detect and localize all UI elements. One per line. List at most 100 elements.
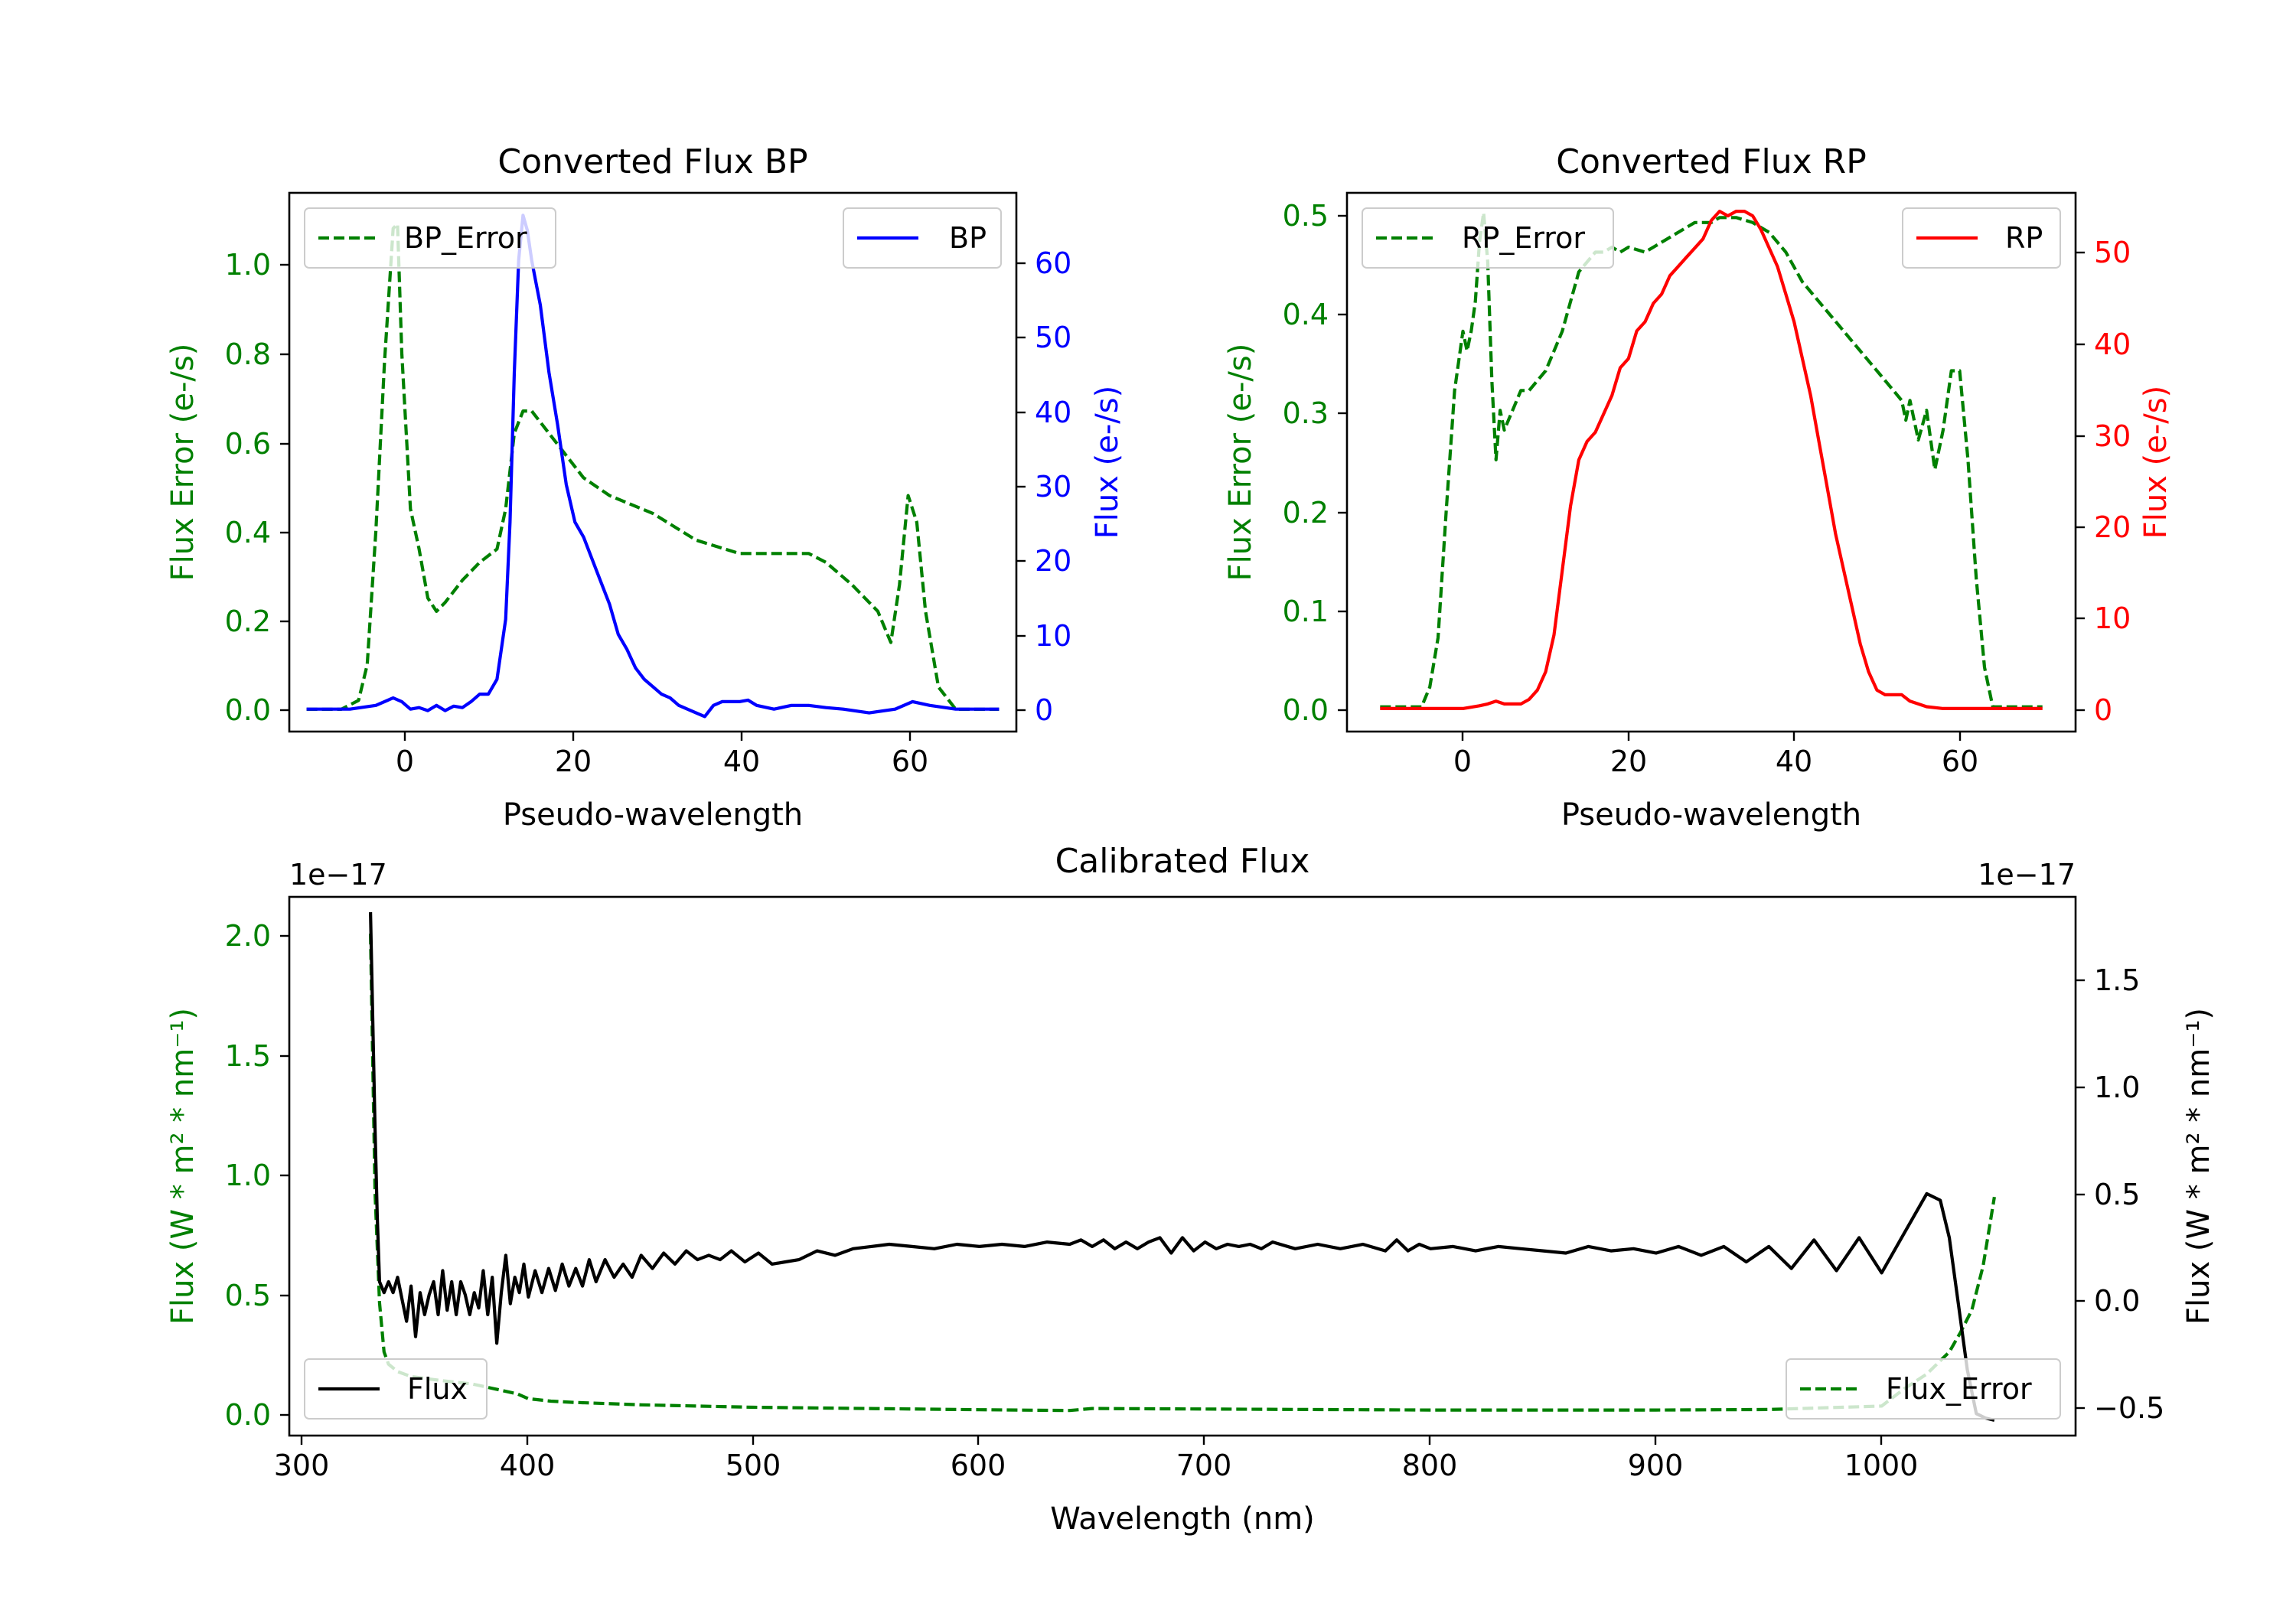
bp-series-group	[306, 214, 1000, 719]
bp-right-ticks: 0 10 20 30 40 50 60	[1016, 246, 1071, 727]
bp-left-ticks: 0.0 0.2 0.4 0.6 0.8 1.0	[225, 248, 289, 727]
cal-error-legend: Flux_Error	[1786, 1358, 2061, 1420]
cal-error-line	[369, 934, 1996, 1413]
legend-box	[1362, 207, 1614, 269]
cal-right-axis-label: Flux (W * m² * nm⁻¹)	[2181, 1008, 2216, 1325]
rp-x-ticks: 0 20 40 60	[1453, 732, 1978, 778]
bp-xtick-label: 20	[555, 745, 592, 778]
cal-rtick-label: 0.0	[2094, 1284, 2140, 1318]
bp-flux-line	[306, 214, 1000, 719]
legend-label: BP	[949, 221, 987, 255]
rp-series-group	[1380, 210, 2043, 710]
bp-xtick-label: 40	[723, 745, 760, 778]
rp-rtick-label: 20	[2094, 510, 2131, 544]
rp-rtick-label: 50	[2094, 236, 2131, 269]
cal-rtick-label: 1.0	[2094, 1071, 2140, 1104]
cal-xtick-label: 500	[726, 1449, 781, 1482]
rp-xtick-label: 60	[1942, 745, 1978, 778]
rp-xtick-label: 20	[1610, 745, 1647, 778]
rp-ltick-label: 0.3	[1283, 396, 1329, 430]
legend-box	[843, 207, 1002, 269]
rp-error-line	[1380, 210, 2043, 709]
rp-flux-legend: RP	[1902, 207, 2061, 269]
cal-ltick-label: 1.0	[225, 1159, 271, 1192]
bp-flux-legend: BP	[843, 207, 1002, 269]
legend-box	[1902, 207, 2061, 269]
legend-box	[304, 207, 556, 269]
bp-left-axis-label: Flux Error (e-/s)	[165, 344, 201, 582]
legend-label: RP	[2005, 221, 2043, 255]
rp-left-axis-label: Flux Error (e-/s)	[1223, 344, 1258, 582]
panel-rp: Converted Flux RP 0 20 40 60 Pseudo-wave…	[1223, 142, 2174, 833]
cal-left-ticks: 0.0 0.5 1.0 1.5 2.0	[225, 919, 289, 1432]
bp-x-axis-label: Pseudo-wavelength	[503, 797, 803, 833]
legend-box	[1786, 1358, 2061, 1420]
panel-bp: Converted Flux BP 0 20 40 60 Pseudo-wave…	[165, 142, 1125, 833]
bp-error-legend: BP_Error	[304, 207, 556, 269]
legend-box	[304, 1358, 488, 1420]
bp-rtick-label: 20	[1035, 544, 1071, 578]
bp-rtick-label: 10	[1035, 619, 1071, 653]
cal-rtick-label: 1.5	[2094, 963, 2140, 997]
cal-rtick-label: 0.5	[2094, 1178, 2140, 1211]
rp-rtick-label: 10	[2094, 601, 2131, 635]
cal-x-axis-label: Wavelength (nm)	[1050, 1501, 1315, 1537]
bp-ltick-label: 0.4	[225, 516, 271, 549]
bp-x-ticks: 0 20 40 60	[396, 732, 928, 778]
cal-xtick-label: 900	[1628, 1449, 1684, 1482]
cal-flux-legend: Flux	[304, 1358, 488, 1420]
cal-title: Calibrated Flux	[1055, 842, 1310, 881]
cal-flux-line	[369, 912, 1995, 1422]
cal-xtick-label: 600	[951, 1449, 1006, 1482]
legend-label: Flux	[407, 1372, 468, 1406]
rp-xtick-label: 0	[1453, 745, 1472, 778]
bp-ltick-label: 0.2	[225, 605, 271, 638]
cal-left-offset-text: 1e−17	[289, 858, 387, 892]
legend-label: RP_Error	[1462, 221, 1585, 255]
cal-rtick-label: −0.5	[2094, 1391, 2164, 1425]
legend-label: Flux_Error	[1886, 1372, 2032, 1406]
cal-x-ticks: 300 400 500 600 700 800 900 1000	[274, 1436, 1919, 1482]
cal-xtick-label: 800	[1402, 1449, 1458, 1482]
cal-plot-frame	[288, 895, 2077, 1437]
cal-ltick-label: 2.0	[225, 919, 271, 953]
cal-xtick-label: 400	[500, 1449, 556, 1482]
bp-rtick-label: 30	[1035, 470, 1071, 504]
cal-series-group	[369, 912, 1996, 1422]
cal-right-offset-text: 1e−17	[1978, 858, 2076, 892]
cal-xtick-label: 700	[1176, 1449, 1232, 1482]
rp-ltick-label: 0.5	[1283, 199, 1329, 233]
rp-ltick-label: 0.4	[1283, 298, 1329, 331]
rp-x-axis-label: Pseudo-wavelength	[1561, 797, 1861, 833]
bp-xtick-label: 60	[892, 745, 928, 778]
rp-ltick-label: 0.1	[1283, 595, 1329, 628]
rp-flux-line	[1380, 210, 2043, 710]
legend-label: BP_Error	[404, 221, 527, 255]
rp-rtick-label: 0	[2094, 693, 2112, 727]
bp-error-line	[306, 222, 1000, 711]
bp-title: Converted Flux BP	[497, 142, 807, 181]
rp-right-ticks: 0 10 20 30 40 50	[2076, 236, 2131, 727]
bp-rtick-label: 60	[1035, 246, 1071, 280]
rp-error-legend: RP_Error	[1362, 207, 1614, 269]
bp-ltick-label: 0.0	[225, 693, 271, 727]
cal-xtick-label: 1000	[1844, 1449, 1919, 1482]
cal-ltick-label: 0.0	[225, 1398, 271, 1432]
rp-title: Converted Flux RP	[1556, 142, 1867, 181]
bp-ltick-label: 0.8	[225, 337, 271, 371]
cal-ltick-label: 0.5	[225, 1279, 271, 1312]
rp-ltick-label: 0.2	[1283, 496, 1329, 530]
cal-xtick-label: 300	[274, 1449, 330, 1482]
rp-right-axis-label: Flux (e-/s)	[2138, 386, 2174, 539]
bp-ltick-label: 1.0	[225, 248, 271, 282]
cal-left-axis-label: Flux (W * m² * nm⁻¹)	[165, 1008, 201, 1325]
rp-ltick-label: 0.0	[1283, 693, 1329, 727]
cal-right-ticks: −0.5 0.0 0.5 1.0 1.5	[2076, 963, 2164, 1425]
rp-xtick-label: 40	[1776, 745, 1812, 778]
bp-rtick-label: 50	[1035, 321, 1071, 354]
bp-xtick-label: 0	[396, 745, 414, 778]
bp-plot-frame	[288, 191, 1018, 733]
bp-rtick-label: 0	[1035, 693, 1053, 727]
bp-rtick-label: 40	[1035, 396, 1071, 429]
